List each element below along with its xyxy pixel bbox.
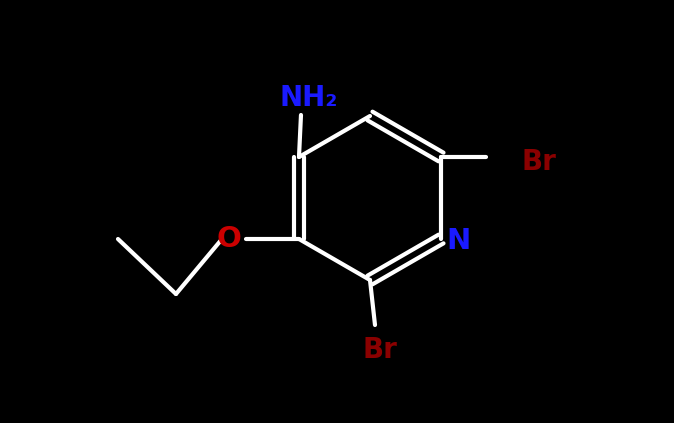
- Text: N: N: [446, 227, 470, 255]
- Text: O: O: [216, 225, 241, 253]
- Text: NH₂: NH₂: [280, 84, 338, 112]
- Text: Br: Br: [363, 336, 398, 364]
- Text: Br: Br: [521, 148, 556, 176]
